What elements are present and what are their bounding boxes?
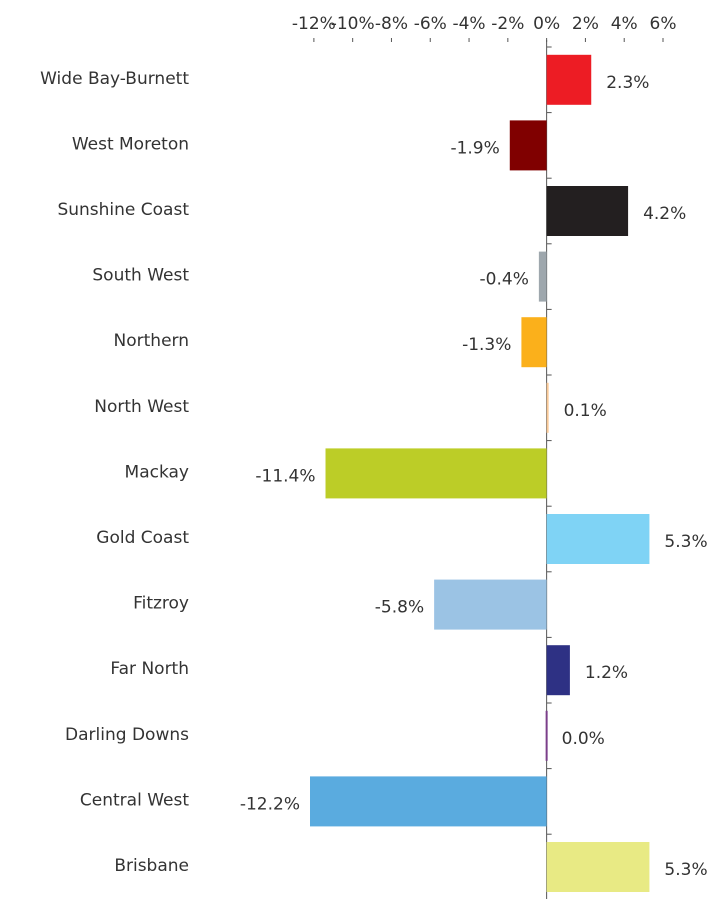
bar bbox=[546, 842, 650, 892]
y-tick-label: Sunshine Coast bbox=[57, 200, 189, 220]
bar bbox=[521, 317, 547, 368]
y-tick-label: Northern bbox=[114, 331, 189, 351]
value-label: 4.2% bbox=[643, 204, 686, 224]
bar bbox=[325, 448, 547, 499]
bar bbox=[434, 579, 547, 630]
bar bbox=[546, 645, 570, 696]
y-tick-label: Gold Coast bbox=[96, 528, 189, 548]
y-tick-label: West Moreton bbox=[72, 134, 189, 154]
x-tick-label: -8% bbox=[375, 14, 408, 34]
value-label: -1.9% bbox=[450, 138, 499, 158]
y-tick-label: Far North bbox=[110, 659, 189, 679]
value-label: 2.3% bbox=[606, 73, 649, 93]
x-tick-label: -2% bbox=[491, 14, 524, 34]
y-tick-label: Fitzroy bbox=[133, 594, 189, 614]
y-tick-label: Brisbane bbox=[114, 856, 189, 876]
x-tick-label: -12% bbox=[292, 14, 336, 34]
y-tick-label: Darling Downs bbox=[65, 725, 189, 745]
bar bbox=[538, 251, 547, 302]
x-tick-label: 6% bbox=[650, 14, 677, 34]
bar bbox=[546, 382, 549, 433]
value-label: 5.3% bbox=[664, 532, 707, 552]
value-label: -5.8% bbox=[375, 598, 424, 618]
value-label: 1.2% bbox=[585, 663, 628, 683]
bar bbox=[545, 710, 548, 761]
y-tick-label: Central West bbox=[80, 790, 189, 810]
y-tick-label: Wide Bay-Burnett bbox=[40, 69, 189, 89]
y-tick-label: North West bbox=[94, 397, 189, 417]
bar bbox=[546, 514, 650, 564]
value-label: 5.3% bbox=[664, 860, 707, 880]
y-tick-label: Mackay bbox=[125, 462, 189, 482]
value-label: -1.3% bbox=[462, 335, 511, 355]
bar bbox=[546, 54, 592, 105]
bar bbox=[546, 186, 629, 236]
x-tick-label: -6% bbox=[414, 14, 447, 34]
y-tick-label: South West bbox=[92, 266, 189, 286]
value-label: -0.4% bbox=[480, 270, 529, 290]
value-label: -11.4% bbox=[255, 466, 315, 486]
value-label: 0.0% bbox=[562, 729, 605, 749]
x-tick-label: 4% bbox=[611, 14, 638, 34]
value-label: -12.2% bbox=[240, 794, 300, 814]
x-tick-label: -10% bbox=[331, 14, 375, 34]
bar bbox=[509, 120, 547, 171]
value-label: 0.1% bbox=[564, 401, 607, 421]
x-tick-label: -4% bbox=[452, 14, 485, 34]
x-tick-label: 0% bbox=[533, 14, 560, 34]
x-tick-label: 2% bbox=[572, 14, 599, 34]
bar bbox=[310, 776, 547, 827]
